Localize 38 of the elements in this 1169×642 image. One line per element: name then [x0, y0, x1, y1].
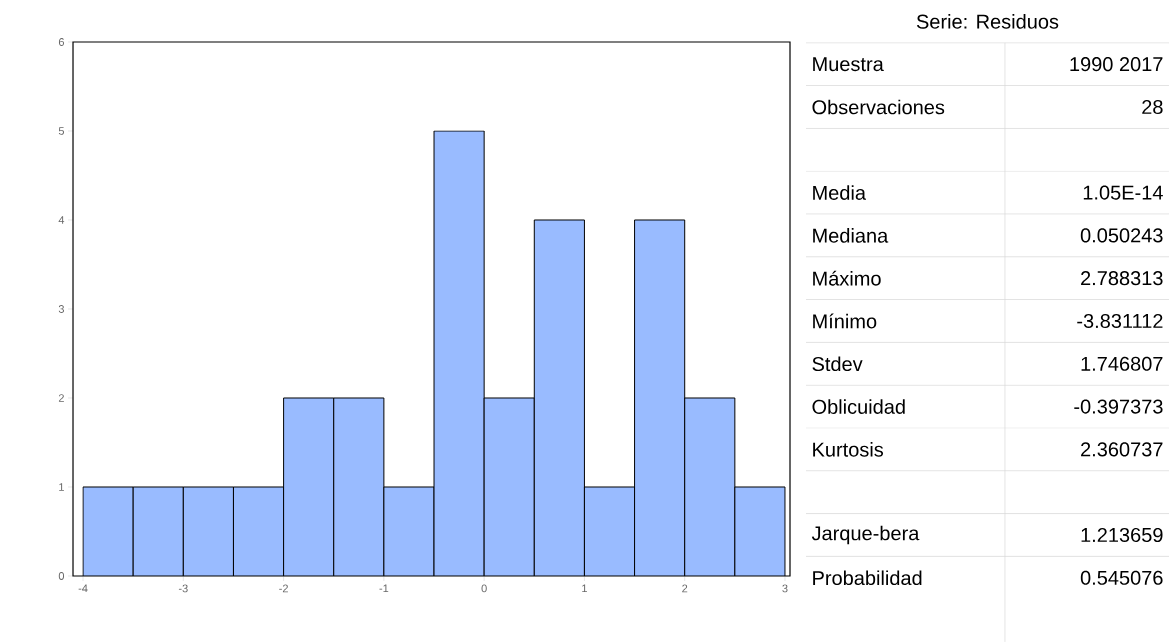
text: -0.397373	[1074, 399, 1163, 414]
y-tick-label: 1	[59, 483, 64, 491]
text: 0.050243	[1080, 228, 1163, 243]
text: Media	[813, 185, 866, 200]
text: -3.831112	[1077, 313, 1163, 329]
text: Observaciones	[812, 99, 945, 115]
text: 28	[1142, 99, 1163, 115]
text: 0.545076	[1080, 570, 1163, 585]
text: Oblicuidad	[812, 399, 905, 414]
y-tick-label: 6	[58, 38, 64, 46]
x-tick-label: 3	[782, 584, 788, 593]
y-tick-label: 0	[58, 572, 65, 580]
x-tick-label: -2	[279, 584, 288, 593]
text: Serie: Residuos	[916, 14, 1059, 29]
y-tick-label: 4	[58, 216, 65, 224]
y-tick-label: 5	[58, 127, 65, 135]
text: Jarque-bera	[811, 525, 920, 545]
text: Kurtosis	[813, 442, 884, 457]
text: 1.746807	[1081, 356, 1163, 371]
x-tick-label: 1	[582, 584, 587, 593]
text: Mediana	[813, 228, 889, 243]
y-tick-label: 2	[58, 394, 64, 402]
text: Mínimo	[813, 313, 877, 329]
y-tick-label: 3	[58, 305, 64, 313]
text: 1.05E-14	[1083, 185, 1163, 200]
x-tick-label: -1	[379, 584, 389, 593]
text: 2.788313	[1081, 271, 1163, 286]
x-tick-label: 2	[682, 584, 688, 593]
text: Probabilidad	[813, 570, 922, 586]
text: 2.360737	[1081, 442, 1163, 457]
x-tick-label: -3	[178, 584, 188, 593]
text: 1990 2017	[1070, 57, 1163, 72]
x-tick-label: -4	[78, 584, 88, 593]
text: Máximo	[813, 270, 881, 286]
text: Stdev	[812, 356, 863, 372]
text: Muestra	[813, 57, 884, 72]
text: 1.213659	[1081, 527, 1163, 543]
x-tick-label: 0	[481, 584, 487, 593]
